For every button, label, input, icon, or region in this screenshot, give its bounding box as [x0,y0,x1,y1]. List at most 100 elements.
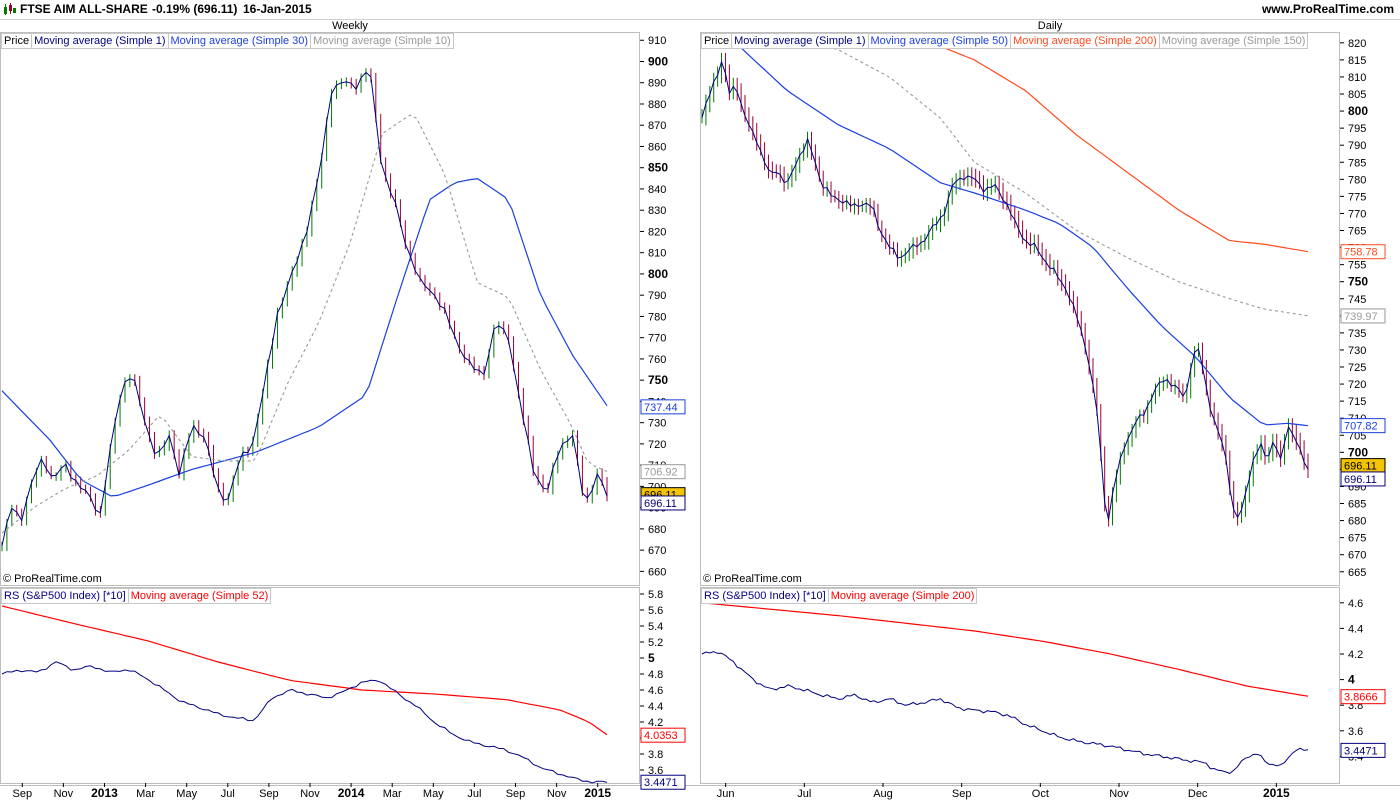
last-value-label: 3.4471 [1344,745,1378,757]
legend-price[interactable]: Price [1,33,33,49]
y-tick-label: 820 [1348,38,1366,50]
y-tick-label: 775 [1348,191,1366,203]
last-value-label: 696.11 [1344,461,1377,473]
watermark: © ProRealTime.com [703,573,802,585]
legend-ma-simple-52[interactable]: Moving average (Simple 52) [127,588,272,604]
y-tick-label: 4.8 [648,669,663,681]
instrument-name: FTSE AIM ALL-SHARE [20,2,148,16]
x-tick-label: Sep [259,788,279,800]
x-tick-label: 2014 [338,786,365,800]
site-link[interactable]: www.ProRealTime.com [1261,2,1394,16]
y-tick-label: 5.4 [648,621,663,633]
legend-rs[interactable]: RS (S&P500 Index) [*10] [701,588,829,604]
y-tick-label: 4.4 [1348,623,1363,635]
last-value-box [640,464,686,480]
daily-rs-legend: RS (S&P500 Index) [*10] Moving average (S… [701,588,978,604]
ma-simple-10-line [1,114,608,534]
y-tick-label: 780 [1348,174,1366,186]
legend-ma-simple-150[interactable]: Moving average (Simple 150) [1158,33,1309,49]
y-tick-label: 750 [648,373,668,387]
legend-price[interactable]: Price [701,33,733,49]
x-tick-label: 2015 [584,786,611,800]
x-tick-label: Jul [797,788,811,800]
y-tick-label: 910 [648,35,666,47]
y-tick-label: 4.4 [648,701,663,713]
legend-ma-simple-10[interactable]: Moving average (Simple 10) [310,33,454,49]
y-tick-label: 900 [648,54,668,68]
y-tick-label: 815 [1348,55,1366,67]
watermark: © ProRealTime.com [3,573,102,585]
y-tick-label: 850 [648,161,668,175]
x-tick-label: Nov [547,788,567,800]
last-value-box [1340,689,1386,705]
y-tick-label: 720 [1348,379,1366,391]
legend-ma-simple-50[interactable]: Moving average (Simple 50) [867,33,1012,49]
legend-ma-simple-1[interactable]: Moving average (Simple 1) [731,33,869,49]
y-tick-label: 745 [1348,294,1366,306]
y-tick-label: 735 [1348,328,1366,340]
y-tick-label: 725 [1348,362,1366,374]
legend-ma-simple-30[interactable]: Moving average (Simple 30) [167,33,312,49]
daily-price-chart: 6656706756806856906957007057107157207257… [701,38,1386,579]
last-value-box [640,399,686,415]
y-tick-label: 790 [648,290,666,302]
last-value-label: 706.92 [644,467,678,479]
header-date: 16-Jan-2015 [243,2,312,16]
y-tick-label: 795 [1348,123,1366,135]
last-value-box [640,495,686,511]
chart-header: FTSE AIM ALL-SHARE -0.19% (696.11) 16-Ja… [0,0,1400,20]
weekly-title: Weekly [332,20,368,32]
y-tick-label: 5.2 [648,637,663,649]
last-value-label: 3.8666 [1344,692,1378,704]
y-tick-label: 880 [648,99,666,111]
y-tick-label: 685 [1348,499,1366,511]
price-change: -0.19% (696.11) [152,2,238,16]
last-value-box [1340,418,1386,434]
daily-price-legend: Price Moving average (Simple 1) Moving ave… [701,33,1309,49]
x-tick-label: Sep [952,788,972,800]
y-tick-label: 4 [1348,673,1355,687]
y-tick-label: 805 [1348,89,1366,101]
x-tick-label: Nov [1109,788,1129,800]
y-tick-label: 810 [1348,72,1366,84]
x-tick-label: Jul [467,788,481,800]
x-tick-label: Dec [1188,788,1208,800]
x-tick-label: May [423,788,444,800]
y-tick-label: 5 [648,651,655,665]
rs-line [1,661,608,784]
last-value-box [1340,308,1386,324]
y-tick-label: 3.6 [648,765,663,777]
y-tick-label: 800 [1348,104,1368,118]
legend-ma-simple-200[interactable]: Moving average (Simple 200) [1010,33,1160,49]
x-tick-label: Sep [506,788,526,800]
last-value-label: 739.97 [1344,311,1378,323]
daily-series [701,46,1309,527]
y-tick-label: 675 [1348,533,1366,545]
y-tick-label: 4.2 [1348,649,1363,661]
y-tick-label: 860 [648,141,666,153]
y-tick-label: 5.6 [648,605,663,617]
y-tick-label: 750 [1348,275,1368,289]
rs-ma-simple-52-line [1,605,608,736]
weekly-rs-legend: RS (S&P500 Index) [*10] Moving average (S… [1,588,272,604]
x-tick-label: 2015 [1263,786,1290,800]
last-value-label: 696.11 [644,498,677,510]
price-line [701,60,1309,520]
y-tick-label: 840 [648,184,666,196]
rs-line [701,651,1309,774]
y-tick-label: 780 [648,311,666,323]
y-tick-label: 770 [1348,208,1366,220]
y-tick-label: 765 [1348,226,1366,238]
legend-ma-simple-200[interactable]: Moving average (Simple 200) [827,588,978,604]
y-tick-label: 870 [648,120,666,132]
y-tick-label: 755 [1348,260,1366,272]
y-tick-label: 800 [648,267,668,281]
legend-ma-simple-1[interactable]: Moving average (Simple 1) [31,33,169,49]
candlestick-icon [4,3,16,15]
x-tick-label: Oct [1032,788,1049,800]
legend-rs[interactable]: RS (S&P500 Index) [*10] [1,588,129,604]
y-tick-label: 5.8 [648,589,663,601]
ma-simple-50-line [738,46,1309,427]
weekly-rs-chart: 3.63.844.24.44.64.855.25.45.65.84.03533.… [1,589,686,790]
